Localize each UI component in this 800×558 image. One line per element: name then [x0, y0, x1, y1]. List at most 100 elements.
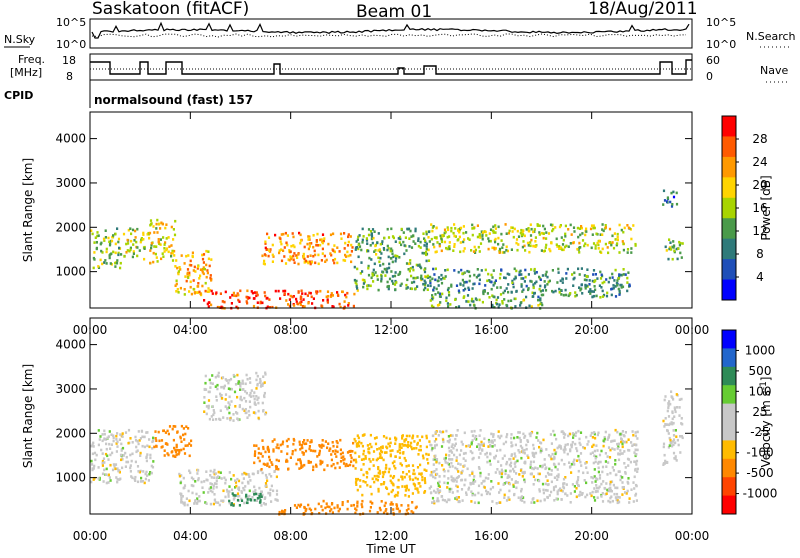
echo-cell — [416, 285, 419, 288]
echo-cell — [586, 268, 589, 271]
echo-cell — [513, 227, 516, 231]
echo-cell — [452, 249, 455, 252]
echo-cell — [596, 241, 599, 245]
echo-cell — [602, 444, 605, 448]
echo-cell — [420, 274, 423, 278]
echo-cell — [179, 268, 182, 271]
echo-cell — [622, 273, 625, 276]
echo-cell — [270, 484, 273, 488]
echo-cell — [394, 259, 397, 263]
echo-cell — [459, 250, 462, 254]
echo-cell — [139, 437, 142, 440]
echo-cell — [242, 388, 245, 391]
echo-cell — [449, 303, 452, 306]
echo-cell — [204, 281, 207, 285]
echo-cell — [588, 283, 591, 286]
echo-cell — [352, 464, 355, 468]
echo-cell — [617, 500, 620, 504]
echo-cell — [323, 468, 326, 472]
echo-cell — [112, 439, 115, 443]
echo-cell — [533, 292, 536, 295]
echo-cell — [575, 431, 578, 434]
echo-cell — [412, 511, 415, 514]
echo-cell — [465, 493, 468, 496]
echo-cell — [582, 471, 585, 475]
echo-cell — [584, 462, 587, 465]
echo-cell — [523, 478, 526, 482]
echo-cell — [387, 470, 390, 474]
echo-cell — [253, 397, 256, 401]
echo-cell — [391, 461, 394, 465]
echo-cell — [528, 432, 531, 436]
echo-cell — [614, 496, 617, 499]
echo-cell — [572, 284, 575, 287]
echo-cell — [216, 387, 219, 391]
echo-cell — [244, 390, 247, 393]
echo-cell — [342, 458, 345, 462]
echo-cell — [594, 273, 597, 276]
echo-cell — [442, 234, 445, 237]
echo-cell — [289, 456, 292, 459]
echo-cell — [406, 445, 409, 449]
echo-cell — [129, 246, 132, 250]
echo-cell — [101, 251, 104, 254]
echo-cell — [455, 480, 458, 483]
echo-cell — [300, 295, 303, 299]
echo-cell — [141, 480, 145, 483]
echo-cell — [453, 444, 456, 447]
echo-cell — [667, 404, 670, 407]
echo-cell — [212, 502, 215, 506]
echo-cell — [592, 226, 595, 230]
echo-cell — [609, 500, 612, 504]
echo-cell — [114, 463, 118, 466]
echo-cell — [546, 489, 549, 492]
echo-cell — [554, 485, 557, 488]
echo-cell — [368, 447, 371, 450]
echo-cell — [386, 267, 389, 270]
echo-cell — [494, 224, 497, 227]
echo-cell — [622, 434, 625, 437]
echo-cell — [411, 436, 414, 440]
echo-cell — [679, 435, 682, 438]
echo-cell — [529, 241, 532, 244]
echo-cell — [577, 454, 580, 458]
echo-cell — [277, 446, 280, 450]
echo-cell — [616, 447, 619, 450]
echo-cell — [257, 416, 260, 420]
echo-cell — [598, 453, 602, 457]
echo-cell — [373, 262, 376, 266]
echo-cell — [356, 246, 359, 249]
echo-cell — [235, 294, 238, 298]
echo-cell — [163, 250, 166, 253]
echo-cell — [386, 248, 389, 252]
echo-cell — [311, 512, 314, 515]
echo-cell — [244, 485, 247, 488]
echo-cell — [443, 457, 446, 460]
echo-cell — [533, 501, 536, 504]
echo-cell — [314, 261, 317, 265]
echo-cell — [674, 410, 677, 414]
echo-cell — [624, 431, 627, 434]
echo-cell — [369, 433, 372, 437]
echo-cell — [462, 240, 465, 244]
echo-cell — [92, 266, 95, 270]
echo-cell — [220, 305, 223, 309]
echo-cell — [188, 271, 191, 275]
echo-cell — [278, 251, 281, 255]
echo-cell — [434, 491, 437, 494]
echo-cell — [378, 452, 382, 455]
echo-cell — [448, 293, 451, 297]
echo-cell — [410, 441, 413, 445]
echo-cell — [234, 486, 237, 489]
echo-cell — [560, 458, 563, 462]
echo-cell — [497, 435, 500, 438]
echo-cell — [257, 447, 260, 450]
echo-cell — [332, 444, 335, 448]
echo-cell — [632, 481, 635, 484]
echo-cell — [255, 378, 258, 382]
echo-cell — [130, 232, 133, 236]
echo-cell — [168, 425, 172, 428]
echo-cell — [198, 290, 201, 294]
echo-cell — [379, 250, 382, 253]
echo-cell — [588, 279, 591, 282]
